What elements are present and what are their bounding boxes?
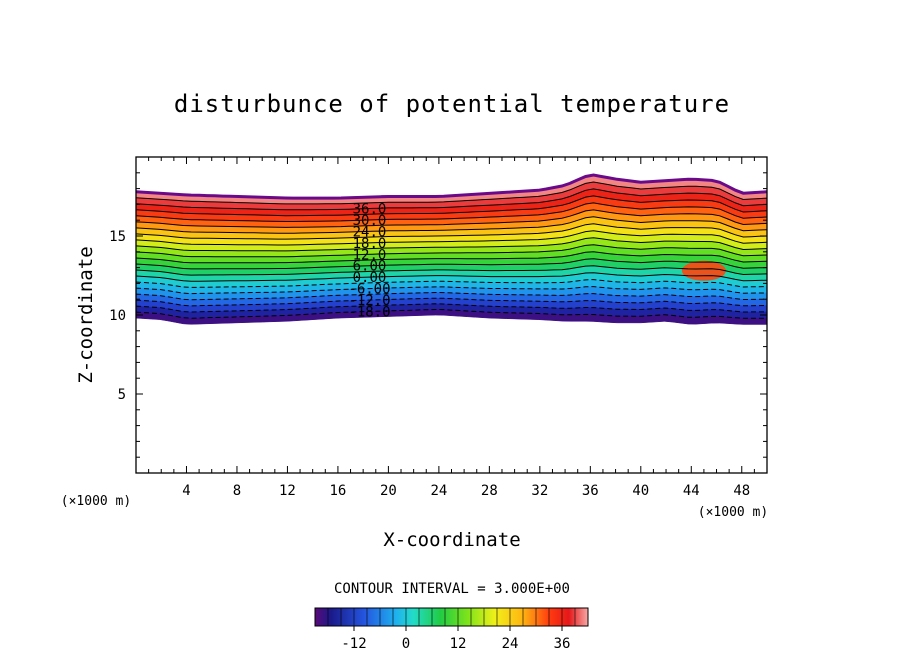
warm-anomaly xyxy=(681,260,726,281)
y-axis: 5 10 15 xyxy=(109,172,767,458)
colorbar-tick-label: -12 xyxy=(341,636,366,652)
x-tick-label: 8 xyxy=(233,483,241,499)
colorbar-dividers xyxy=(327,608,576,626)
contour-labels: -18.0-12.0-6.000.006.0012.018.024.030.03… xyxy=(348,202,390,321)
x-tick-label: 24 xyxy=(430,483,447,499)
y-tick-label: 10 xyxy=(109,308,126,324)
y-tick-label: 5 xyxy=(118,387,126,403)
contour-line xyxy=(136,223,767,240)
contour-line xyxy=(136,216,767,234)
contour-line xyxy=(136,244,767,258)
colorbar-tick-label: 24 xyxy=(502,636,519,652)
contour-line xyxy=(136,195,767,217)
contour-line xyxy=(136,202,767,222)
y-tick-label: 15 xyxy=(109,229,126,245)
x-tick-label: 44 xyxy=(683,483,700,499)
x-tick-label: 12 xyxy=(279,483,296,499)
x-unit-right: (×1000 m) xyxy=(698,505,768,520)
contour-label: 6.00 xyxy=(353,259,387,275)
x-axis-label: X-coordinate xyxy=(383,529,520,551)
contour-line xyxy=(136,286,767,295)
contour-line xyxy=(136,258,767,270)
x-tick-label: 16 xyxy=(329,483,346,499)
contour-line xyxy=(136,230,767,246)
x-tick-label: 32 xyxy=(531,483,548,499)
field-band xyxy=(136,309,767,325)
contour-line xyxy=(136,303,767,313)
contour-label: 30.0 xyxy=(353,213,387,229)
contour-interval-text: CONTOUR INTERVAL = 3.000E+00 xyxy=(334,581,570,597)
colorbar-tick-label: 36 xyxy=(554,636,571,652)
x-tick-label: 40 xyxy=(632,483,649,499)
chart-title: disturbunce of potential temperature xyxy=(174,90,730,118)
x-tick-label: 20 xyxy=(380,483,397,499)
contour-line xyxy=(136,237,767,252)
contour-line xyxy=(136,181,767,205)
x-axis: 4 8 12 16 20 24 28 32 36 40 44 48 xyxy=(148,157,755,499)
contour-line xyxy=(136,265,767,276)
contour-lines xyxy=(136,173,767,319)
contour-label: 36.0 xyxy=(353,202,387,218)
contour-line xyxy=(136,272,767,282)
y-axis-label: Z-coordinate xyxy=(75,246,97,383)
colorbar: -12 0 12 24 36 xyxy=(314,607,589,652)
contour-label: -6.00 xyxy=(348,282,390,298)
x-unit-left: (×1000 m) xyxy=(61,494,131,509)
colorbar-tick-label: 12 xyxy=(450,636,467,652)
contour-label: 0.00 xyxy=(353,270,387,286)
contour-label: 18.0 xyxy=(353,236,387,252)
contour-line xyxy=(136,188,767,211)
colorbar-gradient xyxy=(314,607,589,627)
contour-line xyxy=(136,291,767,301)
contour-line xyxy=(136,308,767,319)
contour-line xyxy=(136,297,767,307)
contour-line xyxy=(136,251,767,264)
x-tick-label: 48 xyxy=(733,483,750,499)
x-tick-label: 36 xyxy=(582,483,599,499)
contour-line xyxy=(136,209,767,228)
colorbar-ticks: -12 0 12 24 36 xyxy=(341,626,570,652)
field-top-edge xyxy=(136,173,767,200)
contour-label: 24.0 xyxy=(353,224,387,240)
x-tick-label: 4 xyxy=(182,483,190,499)
contour-label: -12.0 xyxy=(348,293,390,309)
contour-label: 12.0 xyxy=(353,247,387,263)
contour-label: -18.0 xyxy=(348,304,390,320)
colorbar-tick-label: 0 xyxy=(402,636,410,652)
x-tick-label: 28 xyxy=(481,483,498,499)
contour-line xyxy=(136,279,767,288)
